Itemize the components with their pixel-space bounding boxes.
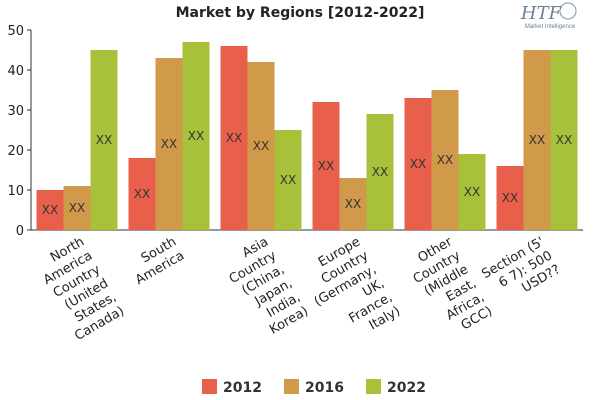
category-label: OtherCountry(MiddleEast,Africa,GCC) [403, 234, 496, 342]
globe-icon [559, 2, 577, 20]
data-label: XX [69, 201, 85, 215]
y-tick-label: 0 [16, 224, 24, 239]
data-label: XX [437, 153, 453, 167]
bar [182, 42, 210, 230]
logo-mark: HTF [520, 3, 563, 24]
data-label: XX [188, 129, 204, 143]
bar [36, 190, 64, 230]
data-label: XX [253, 139, 269, 153]
chart-title: Market by Regions [2012-2022] [176, 5, 425, 21]
bar [128, 158, 156, 230]
legend-label: 2022 [387, 380, 426, 396]
bar [274, 130, 302, 230]
y-tick-label: 30 [7, 104, 24, 119]
data-label: XX [318, 159, 334, 173]
y-tick-label: 20 [7, 144, 24, 159]
data-label: XX [410, 157, 426, 171]
bar [550, 50, 578, 230]
bar [523, 50, 551, 230]
y-tick-label: 50 [7, 24, 24, 39]
bar [247, 62, 275, 230]
legend-label: 2016 [305, 380, 344, 396]
bar [404, 98, 432, 230]
data-label: XX [464, 185, 480, 199]
logo: HTF Market Intelligence [520, 2, 577, 30]
bar [90, 50, 118, 230]
data-label: XX [161, 137, 177, 151]
data-label: XX [502, 191, 518, 205]
legend-swatch [202, 379, 217, 394]
bar [431, 90, 459, 230]
bar [496, 166, 524, 230]
category-label: EuropeCountry(Germany,UK,France,Italy) [296, 234, 403, 351]
data-label: XX [529, 133, 545, 147]
data-label: XX [134, 187, 150, 201]
y-tick-label: 10 [7, 184, 24, 199]
category-label: Section (5'6 7): 500USD?? [479, 234, 563, 309]
category-labels: NorthAmericaCountry(UnitedStates,Canada)… [32, 234, 563, 351]
bar [63, 186, 91, 230]
category-label: AsiaCountry(China,Japan,India,Korea) [219, 234, 311, 342]
axes: 0 10 20 30 40 50 [7, 24, 583, 239]
bar [155, 58, 183, 230]
legend: 2012 2016 2022 [202, 379, 426, 396]
bars: XX XX XX XX XX XX XX XX XX XX XX XX XX XX XX XX XX XX [36, 42, 578, 230]
y-tick-label: 40 [7, 64, 24, 79]
legend-label: 2012 [223, 380, 262, 396]
legend-swatch [284, 379, 299, 394]
bar [220, 46, 248, 230]
category-label: NorthAmericaCountry(UnitedStates,Canada) [32, 234, 127, 344]
bar [339, 178, 367, 230]
bar [366, 114, 394, 230]
data-label: XX [226, 131, 242, 145]
data-label: XX [280, 173, 296, 187]
bar [312, 102, 340, 230]
bar [458, 154, 486, 230]
data-label: XX [372, 165, 388, 179]
legend-swatch [366, 379, 381, 394]
data-label: XX [96, 133, 112, 147]
data-label: XX [345, 197, 361, 211]
logo-tagline: Market Intelligence [525, 24, 576, 30]
category-label: SouthAmerica [125, 234, 187, 288]
data-label: XX [42, 203, 58, 217]
data-label: XX [556, 133, 572, 147]
